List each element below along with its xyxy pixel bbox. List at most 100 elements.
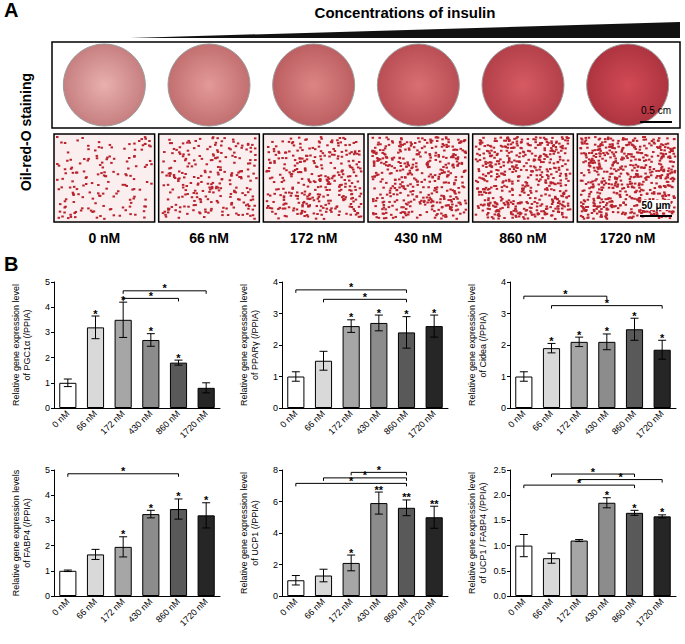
- svg-text:66 nM: 66 nM: [74, 596, 99, 621]
- svg-text:66 nM: 66 nM: [530, 408, 555, 433]
- svg-text:0: 0: [273, 591, 278, 601]
- svg-text:*: *: [349, 475, 354, 487]
- svg-text:1720 nM: 1720 nM: [600, 230, 655, 246]
- svg-text:3: 3: [45, 515, 50, 525]
- svg-text:172 nM: 172 nM: [326, 596, 354, 624]
- svg-text:2: 2: [501, 340, 506, 350]
- svg-text:66 nM: 66 nM: [189, 230, 229, 246]
- svg-text:0: 0: [273, 403, 278, 413]
- svg-text:430 nM: 430 nM: [126, 596, 154, 624]
- svg-text:*: *: [377, 307, 382, 319]
- svg-text:3: 3: [501, 309, 506, 319]
- svg-text:6: 6: [273, 497, 278, 507]
- svg-text:0 nM: 0 nM: [506, 596, 527, 617]
- svg-text:1720 nM: 1720 nM: [634, 408, 666, 440]
- svg-text:2.0: 2.0: [493, 490, 506, 500]
- svg-text:2: 2: [45, 353, 50, 363]
- svg-text:*: *: [149, 325, 154, 337]
- svg-text:B: B: [4, 253, 18, 275]
- svg-text:*: *: [632, 502, 637, 514]
- svg-text:0 nM: 0 nM: [278, 596, 299, 617]
- svg-text:*: *: [349, 311, 354, 323]
- svg-text:*: *: [149, 290, 154, 302]
- svg-text:0.0: 0.0: [493, 591, 506, 601]
- svg-text:4: 4: [273, 528, 278, 538]
- svg-text:1720 nM: 1720 nM: [178, 408, 210, 440]
- svg-text:1720 nM: 1720 nM: [178, 596, 210, 628]
- svg-text:Relative gene expression level: Relative gene expression level: [467, 472, 477, 594]
- svg-text:172 nM: 172 nM: [98, 408, 126, 436]
- svg-text:*: *: [632, 310, 637, 322]
- svg-text:of UCP1 / FABP4 (/PPIA): of UCP1 / FABP4 (/PPIA): [478, 482, 488, 583]
- svg-text:*: *: [549, 335, 554, 347]
- svg-text:*: *: [605, 489, 610, 501]
- svg-text:of UCP1 (/PPIA): of UCP1 (/PPIA): [250, 500, 260, 566]
- svg-text:**: **: [375, 484, 384, 496]
- svg-text:0.5 cm: 0.5 cm: [641, 105, 671, 116]
- svg-text:2.5: 2.5: [493, 465, 506, 475]
- svg-text:*: *: [619, 471, 624, 483]
- svg-text:0 nM: 0 nM: [50, 596, 71, 617]
- svg-text:*: *: [605, 297, 610, 309]
- svg-text:8: 8: [273, 465, 278, 475]
- svg-text:1.0: 1.0: [493, 541, 506, 551]
- svg-text:430 nM: 430 nM: [582, 408, 610, 436]
- svg-text:430 nM: 430 nM: [395, 230, 442, 246]
- svg-text:*: *: [404, 308, 409, 320]
- svg-text:Relative gene expression level: Relative gene expression level: [11, 284, 21, 406]
- svg-text:*: *: [204, 494, 209, 506]
- svg-text:*: *: [349, 547, 354, 559]
- svg-text:172 nM: 172 nM: [554, 596, 582, 624]
- svg-text:*: *: [660, 332, 665, 344]
- svg-text:430 nM: 430 nM: [126, 408, 154, 436]
- svg-text:4: 4: [45, 490, 50, 500]
- svg-text:860 nM: 860 nM: [499, 230, 546, 246]
- svg-text:1720 nM: 1720 nM: [634, 596, 666, 628]
- svg-text:*: *: [577, 477, 582, 489]
- svg-text:3: 3: [45, 327, 50, 337]
- svg-text:*: *: [363, 291, 368, 303]
- svg-text:*: *: [176, 352, 181, 364]
- svg-text:66 nM: 66 nM: [530, 596, 555, 621]
- svg-text:0 nM: 0 nM: [50, 408, 71, 429]
- svg-text:1.5: 1.5: [493, 515, 506, 525]
- svg-text:of PPARγ (/PPIA): of PPARγ (/PPIA): [250, 310, 260, 380]
- svg-text:A: A: [4, 0, 18, 21]
- svg-text:Oil-red-O staining: Oil-red-O staining: [18, 73, 34, 191]
- svg-text:2: 2: [45, 541, 50, 551]
- svg-text:**: **: [402, 491, 411, 503]
- svg-text:172 nM: 172 nM: [290, 230, 337, 246]
- svg-text:*: *: [93, 308, 98, 320]
- svg-text:Relative gene expression level: Relative gene expression levels: [11, 469, 21, 596]
- svg-text:*: *: [121, 465, 126, 477]
- svg-text:*: *: [121, 528, 126, 540]
- svg-text:1: 1: [45, 566, 50, 576]
- svg-text:4: 4: [501, 277, 506, 287]
- svg-text:1: 1: [273, 372, 278, 382]
- svg-text:172 nM: 172 nM: [98, 596, 126, 624]
- svg-text:4: 4: [273, 277, 278, 287]
- svg-text:*: *: [176, 490, 181, 502]
- svg-text:50 μm: 50 μm: [642, 200, 671, 211]
- svg-text:*: *: [660, 506, 665, 518]
- svg-text:0 nM: 0 nM: [278, 408, 299, 429]
- svg-text:*: *: [163, 282, 168, 294]
- svg-text:66 nM: 66 nM: [302, 408, 327, 433]
- svg-text:430 nM: 430 nM: [354, 408, 382, 436]
- svg-text:172 nM: 172 nM: [326, 408, 354, 436]
- svg-text:*: *: [149, 502, 154, 514]
- svg-text:*: *: [591, 466, 596, 478]
- svg-text:*: *: [363, 469, 368, 481]
- svg-text:*: *: [349, 281, 354, 293]
- svg-text:*: *: [377, 464, 382, 476]
- svg-text:1: 1: [501, 372, 506, 382]
- svg-text:2: 2: [273, 340, 278, 350]
- svg-text:66 nM: 66 nM: [302, 596, 327, 621]
- svg-text:*: *: [432, 307, 437, 319]
- svg-text:1: 1: [45, 378, 50, 388]
- svg-text:Relative gene expression level: Relative gene expression level: [467, 284, 477, 406]
- svg-text:0.5: 0.5: [493, 566, 506, 576]
- svg-text:Relative gene expression level: Relative gene expression level: [239, 284, 249, 406]
- svg-text:of Cidea (/PPIA): of Cidea (/PPIA): [478, 312, 488, 377]
- svg-text:430 nM: 430 nM: [354, 596, 382, 624]
